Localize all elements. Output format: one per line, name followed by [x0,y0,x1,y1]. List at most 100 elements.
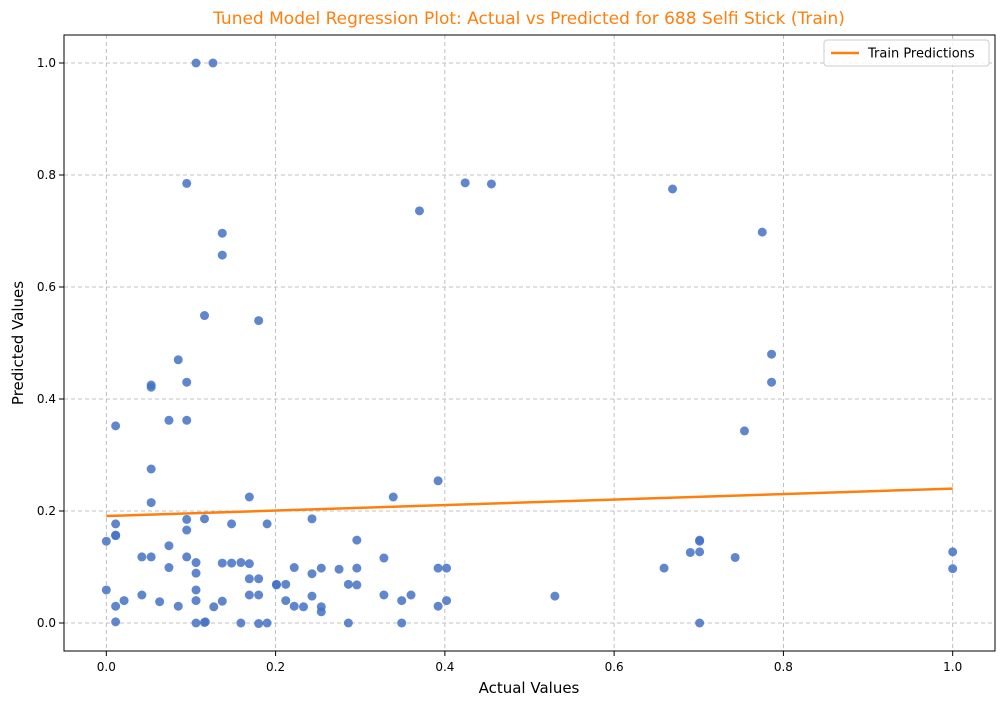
data-point [254,316,264,326]
data-point [767,349,777,359]
data-point [289,601,299,611]
data-point [334,564,344,574]
data-point [550,591,560,601]
data-point [307,591,317,601]
y-tick-label: 0.2 [37,504,56,518]
data-point [414,206,424,216]
data-point [217,596,227,606]
data-point [316,563,326,573]
data-point [111,421,121,431]
data-point [460,178,470,188]
data-point [343,618,353,628]
data-point [137,552,147,562]
legend-label: Train Predictions [867,47,975,62]
x-tick-label: 0.8 [774,660,793,674]
y-tick-label: 0.4 [37,392,56,406]
legend: Train Predictions [823,39,990,67]
data-point [757,227,767,237]
data-point [182,514,192,524]
data-point [182,178,192,188]
data-point [262,618,272,628]
data-point [486,179,496,189]
y-tick-label: 0.8 [37,168,56,182]
y-tick-label: 0.0 [37,616,56,630]
data-point [433,563,443,573]
y-tick-label: 1.0 [37,56,56,70]
data-point [281,579,291,589]
data-point [236,618,246,628]
data-point [254,574,264,584]
data-point [352,580,362,590]
data-point [271,580,281,590]
data-point [199,311,209,321]
data-point [433,476,443,486]
data-point [191,558,201,568]
data-point [316,607,326,617]
data-point [659,563,669,573]
data-point [254,619,264,629]
data-point [111,601,121,611]
data-point [191,618,201,628]
data-point [442,563,452,573]
data-point [739,426,749,436]
data-point [254,590,264,600]
data-point [182,415,192,425]
data-point [119,596,129,606]
data-point [695,618,705,628]
data-point [101,536,111,546]
scatter-points [101,58,958,629]
data-point [227,558,237,568]
data-point [406,590,416,600]
data-point [173,601,183,611]
data-point [191,585,201,595]
data-point [164,563,174,573]
data-point [191,568,201,578]
data-point [182,525,192,535]
data-point [244,574,254,584]
data-point [236,558,246,568]
data-point [379,553,389,563]
data-point [343,579,353,589]
data-point [352,535,362,545]
data-point [182,552,192,562]
data-point [191,58,201,68]
data-point [948,547,958,557]
grid [64,35,995,651]
data-point [111,617,121,627]
data-point [433,601,443,611]
data-point [262,519,272,529]
data-point [281,596,291,606]
x-tick-label: 0.6 [605,660,624,674]
chart-title: Tuned Model Regression Plot: Actual vs P… [212,9,845,29]
data-point [244,590,254,600]
data-point [146,382,156,392]
data-point [397,596,407,606]
data-point [379,590,389,600]
y-axis-ticks: 0.0 0.2 0.4 0.6 0.8 1.0 [37,56,64,630]
data-point [442,596,452,606]
x-tick-label: 1.0 [943,660,962,674]
y-axis-label: Predicted Values [9,281,27,405]
data-point [685,547,695,557]
data-point [352,563,362,573]
data-point [182,377,192,387]
data-point [209,602,219,612]
data-point [164,541,174,551]
data-point [155,597,165,607]
x-tick-label: 0.2 [266,660,285,674]
data-point [730,552,740,562]
data-point [111,531,121,541]
data-point [191,596,201,606]
data-point [164,415,174,425]
data-point [173,355,183,365]
data-point [299,602,309,612]
data-point [217,228,227,238]
data-point [217,250,227,260]
x-axis-ticks: 0.0 0.2 0.4 0.6 0.8 1.0 [97,651,962,674]
data-point [695,536,705,546]
legend-box [823,39,990,67]
data-point [217,558,227,568]
x-tick-label: 0.4 [435,660,454,674]
data-point [397,618,407,628]
